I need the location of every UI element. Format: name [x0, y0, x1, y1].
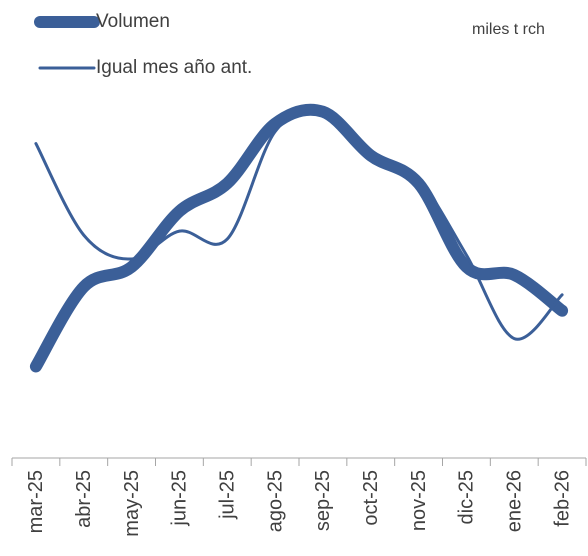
unit-label: miles t rch: [472, 21, 545, 38]
x-tick-label: may-25: [121, 470, 143, 537]
x-tick-label: oct-25: [360, 470, 382, 526]
x-tick-label: nov-25: [408, 470, 430, 531]
legend-label: Igual mes año ant.: [96, 57, 252, 78]
x-tick-label: mar-25: [25, 470, 47, 533]
x-tick-label: sep-25: [312, 470, 334, 531]
x-tick-label: abr-25: [73, 470, 95, 528]
x-tick-label: ene-26: [504, 470, 526, 532]
x-tick-label: jul-25: [217, 470, 239, 520]
legend-label: Volumen: [96, 11, 170, 32]
series-line: [34, 108, 564, 341]
x-tick-label: jun-25: [169, 470, 191, 527]
x-tick-label: ago-25: [264, 470, 286, 532]
series-line: [29, 103, 569, 373]
x-tick-label: dic-25: [456, 470, 478, 524]
x-tick-label: feb-26: [551, 470, 573, 527]
